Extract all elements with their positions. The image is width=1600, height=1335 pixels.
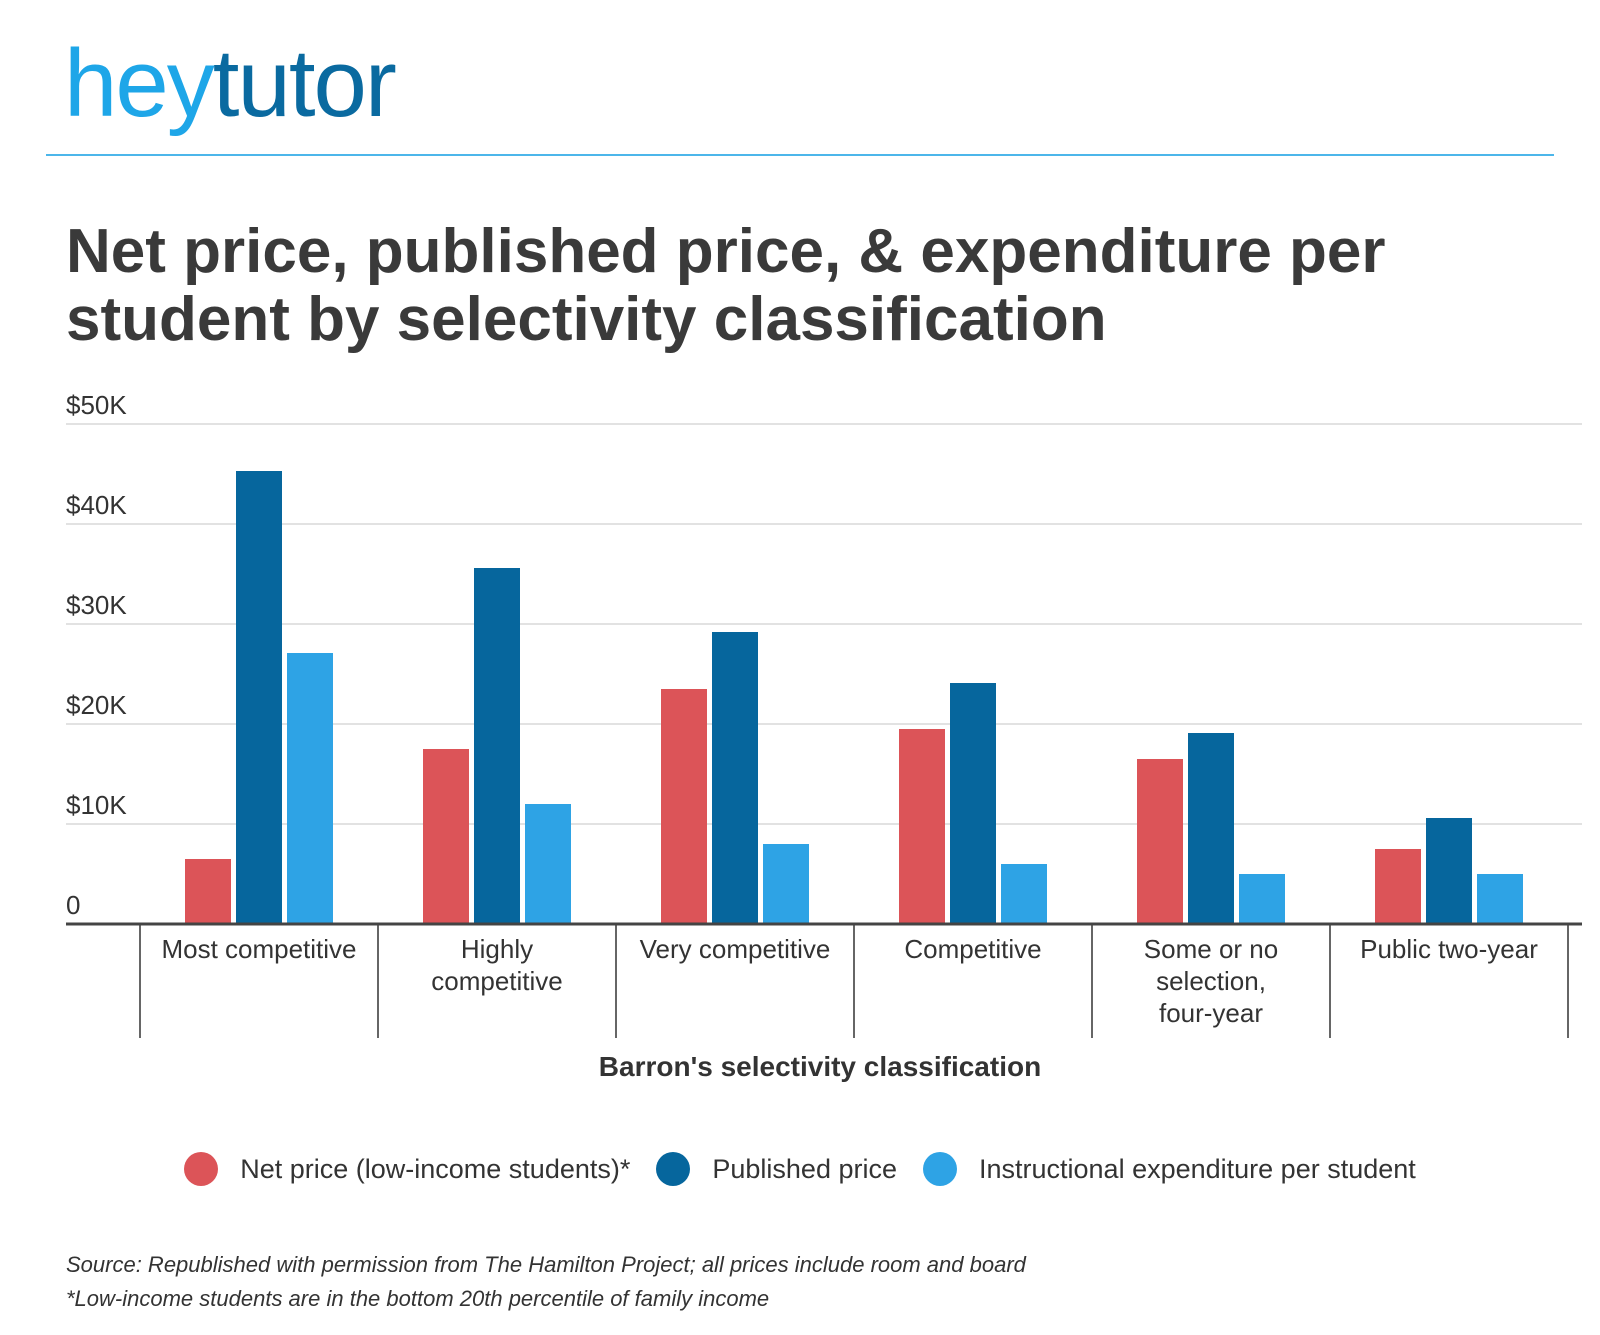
legend-item: Net price (low-income students)* bbox=[184, 1152, 630, 1186]
x-tick-label: competitive bbox=[431, 966, 563, 996]
bar bbox=[1188, 733, 1234, 924]
source-note: Source: Republished with permission from… bbox=[66, 1252, 1026, 1277]
x-tick-label: Highly bbox=[461, 934, 533, 964]
x-tick-label: Very competitive bbox=[640, 934, 831, 964]
legend-item: Instructional expenditure per student bbox=[923, 1152, 1416, 1186]
y-tick-label: $30K bbox=[66, 590, 127, 620]
bar bbox=[1001, 864, 1047, 924]
legend-label: Instructional expenditure per student bbox=[979, 1153, 1416, 1184]
x-axis-label: Barron's selectivity classification bbox=[599, 1051, 1041, 1082]
bar bbox=[525, 804, 571, 924]
x-tick-label: Some or no bbox=[1144, 934, 1278, 964]
bar bbox=[950, 683, 996, 924]
chart-title: Net price, published price, & expenditur… bbox=[66, 217, 1386, 354]
logo-part-hey: hey bbox=[64, 30, 215, 137]
bar bbox=[899, 729, 945, 924]
x-tick-label: selection, bbox=[1156, 966, 1266, 996]
bar bbox=[287, 653, 333, 924]
bar bbox=[474, 568, 520, 924]
y-tick-label: $50K bbox=[66, 390, 127, 420]
bar bbox=[661, 689, 707, 924]
legend-swatch bbox=[184, 1152, 219, 1186]
bar bbox=[185, 859, 231, 924]
x-tick-label: Most competitive bbox=[161, 934, 356, 964]
bar-chart: 0 $10K $20K $30K $40K $50K Most competitive Hig… bbox=[66, 390, 1582, 1082]
legend-label: Published price bbox=[712, 1153, 897, 1184]
y-tick-label: $20K bbox=[66, 690, 127, 720]
x-tick-label: Public two-year bbox=[1360, 934, 1538, 964]
heytutor-logo: heytutor bbox=[64, 36, 397, 132]
footnote: *Low-income students are in the bottom 2… bbox=[66, 1286, 770, 1311]
x-tick-label: Competitive bbox=[904, 934, 1041, 964]
legend-swatch bbox=[656, 1152, 691, 1186]
y-tick-label: 0 bbox=[66, 890, 80, 920]
x-tick-label: four-year bbox=[1159, 998, 1263, 1028]
bar bbox=[1426, 818, 1472, 924]
y-tick-label: $10K bbox=[66, 790, 127, 820]
header-divider bbox=[46, 154, 1554, 156]
legend-label: Net price (low-income students)* bbox=[240, 1153, 631, 1184]
bar bbox=[236, 471, 282, 924]
bar bbox=[1477, 874, 1523, 924]
bar bbox=[1375, 849, 1421, 924]
chart-legend: Net price (low-income students)* Publishe… bbox=[0, 1152, 1600, 1186]
legend-item: Published price bbox=[656, 1152, 897, 1186]
logo-part-tutor: tutor bbox=[212, 30, 397, 137]
bar bbox=[1239, 874, 1285, 924]
y-tick-label: $40K bbox=[66, 490, 127, 520]
bar bbox=[712, 632, 758, 924]
bar bbox=[423, 749, 469, 924]
bar bbox=[763, 844, 809, 924]
bar bbox=[1137, 759, 1183, 924]
legend-swatch bbox=[923, 1152, 957, 1186]
